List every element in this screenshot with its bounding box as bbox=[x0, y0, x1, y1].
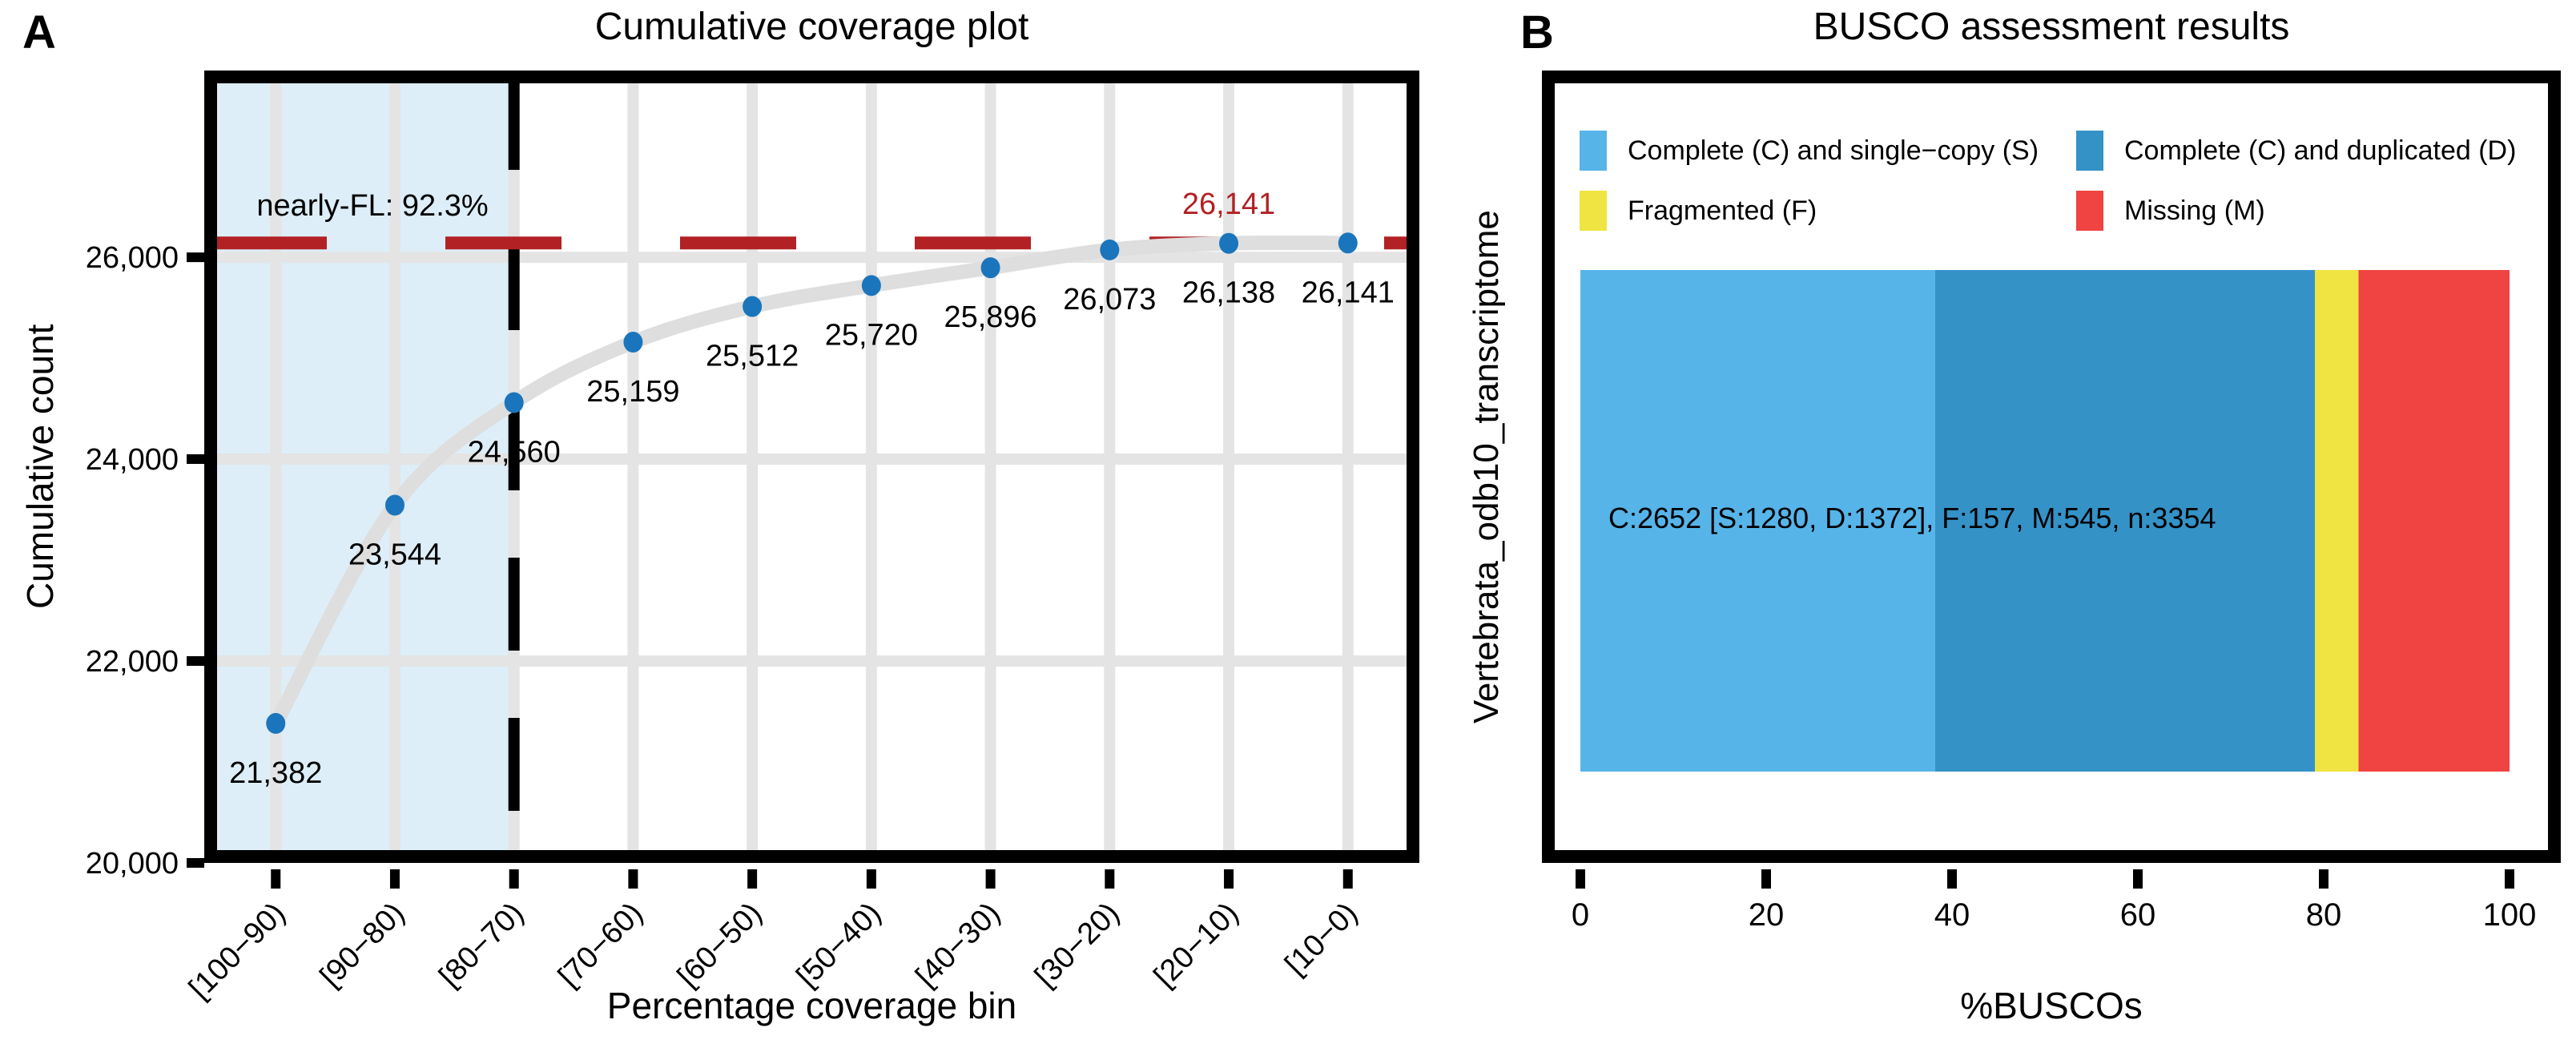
data-point-label: 25,159 bbox=[586, 375, 679, 409]
x-axis-tick-label: [60−50) bbox=[671, 897, 769, 994]
legend-item-label: Complete (C) and duplicated (D) bbox=[2124, 135, 2517, 166]
panel-b-y-axis-title: Vertebrata_odb10_transcriptome bbox=[1467, 210, 1506, 724]
data-point-label: 26,073 bbox=[1063, 283, 1156, 316]
cumulative-curve bbox=[268, 235, 1355, 731]
x-axis-tick-label: 40 bbox=[1934, 897, 1970, 933]
panel-a-label: A bbox=[22, 6, 56, 58]
fragmented-swatch-icon bbox=[1580, 191, 1607, 231]
x-axis-tick-label: [50−40) bbox=[791, 897, 888, 994]
data-point-label: 25,896 bbox=[944, 300, 1036, 334]
nearly-fl-annotation: nearly-FL: 92.3% bbox=[256, 189, 489, 223]
data-point-label: 25,720 bbox=[825, 318, 918, 352]
data-point-label: 23,544 bbox=[348, 538, 441, 572]
threshold-value-label: 26,141 bbox=[1181, 187, 1276, 221]
legend-item-fragmented: Fragmented (F) bbox=[1580, 191, 1817, 231]
x-axis-tick-label: [30−20) bbox=[1028, 897, 1126, 994]
single-copy-swatch-icon bbox=[1580, 131, 1607, 171]
legend-item-label: Complete (C) and single−copy (S) bbox=[1628, 135, 2039, 166]
data-point bbox=[266, 712, 286, 734]
busco-bar-segment-D bbox=[1934, 270, 2316, 772]
x-axis-tick-label: [40−30) bbox=[909, 897, 1007, 994]
data-point bbox=[504, 392, 524, 413]
data-point bbox=[1100, 239, 1120, 260]
data-point-label: 26,138 bbox=[1182, 276, 1275, 310]
busco-bar-text: C:2652 [S:1280, D:1372], F:157, M:545, n… bbox=[1608, 502, 2216, 534]
missing-swatch-icon bbox=[2076, 191, 2103, 231]
data-point bbox=[1219, 232, 1239, 254]
data-point bbox=[861, 275, 881, 296]
data-point-label: 26,141 bbox=[1302, 276, 1395, 309]
x-axis-tick-label: 60 bbox=[2120, 897, 2156, 933]
y-axis-tick-label: 26,000 bbox=[86, 241, 179, 275]
x-axis-tick-label: 100 bbox=[2483, 897, 2537, 933]
data-point bbox=[980, 257, 1000, 279]
panel-a-y-axis-title: Cumulative count bbox=[19, 324, 61, 610]
y-axis-tick-label: 24,000 bbox=[86, 443, 179, 477]
data-point bbox=[623, 332, 643, 353]
busco-bar-segment-F bbox=[2315, 270, 2359, 772]
x-axis-tick-label: [10−0) bbox=[1278, 897, 1364, 982]
x-axis-tick-label: 20 bbox=[1749, 897, 1785, 933]
data-point bbox=[1338, 232, 1358, 254]
legend-item-label: Missing (M) bbox=[2124, 195, 2265, 226]
panel-a-x-axis-title: Percentage coverage bin bbox=[606, 985, 1017, 1026]
busco-bar-segment-M bbox=[2358, 270, 2510, 772]
x-axis-tick-label: [20−10) bbox=[1148, 897, 1246, 994]
panel-b-x-axis-title: %BUSCOs bbox=[1960, 985, 2143, 1026]
panel-b-title: BUSCO assessment results bbox=[1813, 6, 2290, 48]
panel-a-title: Cumulative coverage plot bbox=[594, 6, 1029, 48]
y-axis-tick-label: 20,000 bbox=[86, 847, 179, 881]
nearly-fl-shaded-region bbox=[211, 77, 514, 857]
y-axis-tick-label: 22,000 bbox=[86, 645, 179, 679]
x-axis-tick-label: [80−70) bbox=[433, 897, 530, 994]
busco-bar-segment-S bbox=[1580, 270, 1935, 772]
panel-b-border bbox=[1542, 71, 2561, 863]
panel-b-label: B bbox=[1520, 6, 1554, 58]
legend-item-single-copy: Complete (C) and single−copy (S) bbox=[1580, 131, 2039, 171]
legend-item-label: Fragmented (F) bbox=[1628, 195, 1817, 226]
data-point-label: 21,382 bbox=[229, 756, 322, 790]
legend-item-duplicated: Complete (C) and duplicated (D) bbox=[2076, 131, 2516, 171]
data-point bbox=[384, 494, 405, 516]
x-axis-tick-label: [70−60) bbox=[552, 897, 650, 994]
data-point-label: 24,560 bbox=[468, 435, 561, 469]
x-axis-tick-label: 80 bbox=[2306, 897, 2342, 933]
x-axis-tick-label: 0 bbox=[1572, 897, 1589, 933]
data-point bbox=[743, 296, 763, 317]
data-point-label: 25,512 bbox=[706, 340, 799, 373]
legend-item-missing: Missing (M) bbox=[2076, 191, 2265, 231]
duplicated-swatch-icon bbox=[2076, 131, 2103, 171]
x-axis-tick-label: [90−80) bbox=[314, 897, 412, 994]
panel-a-border bbox=[204, 71, 1419, 863]
